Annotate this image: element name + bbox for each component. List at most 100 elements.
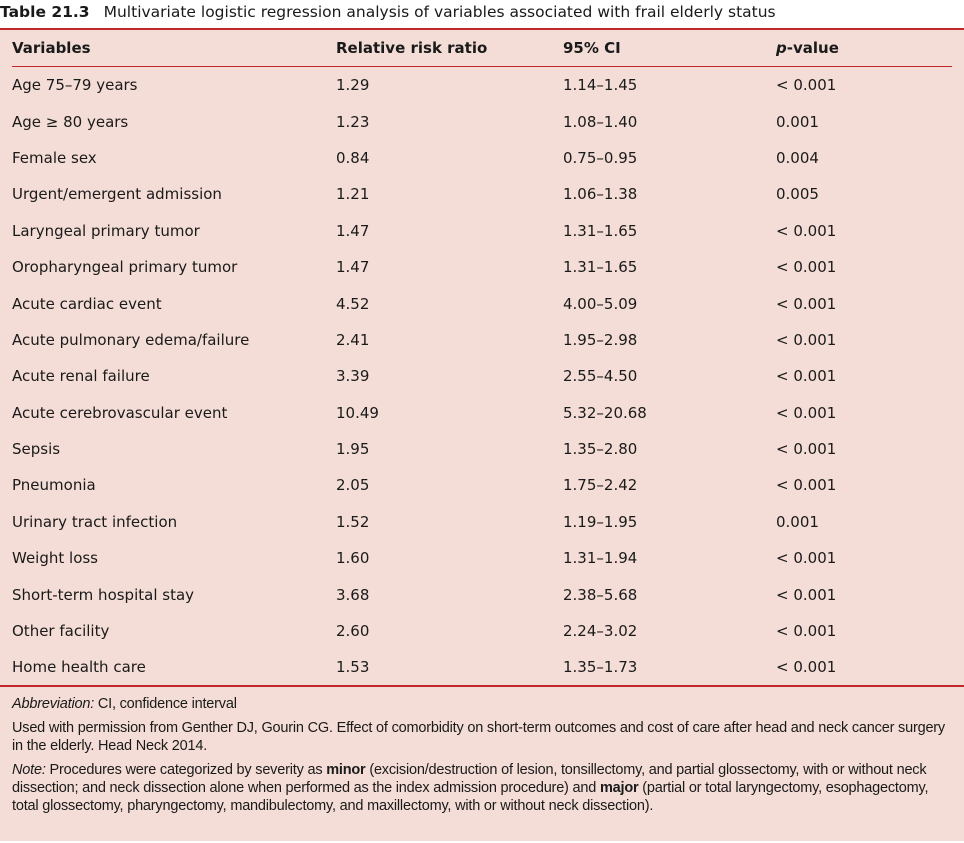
cell-ci: 1.95–2.98 (563, 330, 638, 349)
table-row: Acute renal failure 3.39 2.55–4.50 < 0.001 (12, 358, 952, 394)
table-row: Weight loss 1.60 1.31–1.94 < 0.001 (12, 540, 952, 576)
cell-p-value: < 0.001 (776, 622, 837, 641)
cell-variable: Acute cerebrovascular event (12, 403, 228, 422)
header-p-suffix: -value (786, 39, 839, 57)
note-text-2: (excision/destruction of lesion, tonsill… (12, 761, 927, 796)
cell-ci: 1.35–1.73 (563, 658, 638, 677)
cell-p-value: < 0.001 (776, 330, 837, 349)
table-caption: Table 21.3 Multivariate logistic regressi… (0, 0, 964, 28)
cell-variable: Sepsis (12, 440, 61, 459)
cell-ci: 1.31–1.65 (563, 221, 638, 240)
cell-risk-ratio: 2.60 (336, 622, 370, 641)
cell-risk-ratio: 2.41 (336, 330, 370, 349)
abbrev-label: Abbreviation: (12, 695, 95, 712)
cell-variable: Home health care (12, 658, 146, 677)
cell-ci: 1.08–1.40 (563, 112, 638, 131)
table-box: Variables Relative risk ratio 95% CI p-v… (0, 28, 964, 841)
table-row: Pneumonia 2.05 1.75–2.42 < 0.001 (12, 467, 952, 503)
procedure-note: Note: Procedures were categorized by sev… (12, 761, 952, 815)
table-row: Female sex 0.84 0.75–0.95 0.004 (12, 140, 952, 176)
table-footnotes: Abbreviation: CI, confidence interval Us… (0, 684, 964, 815)
cell-ci: 5.32–20.68 (563, 403, 647, 422)
cell-risk-ratio: 4.52 (336, 294, 370, 313)
table-row: Oropharyngeal primary tumor 1.47 1.31–1.65… (12, 249, 952, 285)
cell-p-value: < 0.001 (776, 440, 837, 459)
cell-risk-ratio: 1.95 (336, 440, 370, 459)
cell-p-value: 0.005 (776, 185, 819, 204)
table-row: Age 75–79 years 1.29 1.14–1.45 < 0.001 (12, 67, 952, 104)
cell-ci: 1.19–1.95 (563, 512, 638, 531)
cell-p-value: 0.001 (776, 112, 819, 131)
cell-variable: Laryngeal primary tumor (12, 221, 200, 240)
cell-ci: 4.00–5.09 (563, 294, 638, 313)
cell-risk-ratio: 1.47 (336, 258, 370, 277)
cell-p-value: < 0.001 (776, 258, 837, 277)
table-row: Sepsis 1.95 1.35–2.80 < 0.001 (12, 431, 952, 467)
cell-ci: 1.35–2.80 (563, 440, 638, 459)
cell-p-value: < 0.001 (776, 221, 837, 240)
cell-variable: Oropharyngeal primary tumor (12, 258, 238, 277)
table-row: Age ≥ 80 years 1.23 1.08–1.40 0.001 (12, 103, 952, 139)
cell-ci: 0.75–0.95 (563, 148, 638, 167)
cell-variable: Other facility (12, 622, 110, 641)
cell-variable: Urinary tract infection (12, 512, 178, 531)
cell-ci: 1.14–1.45 (563, 76, 638, 95)
table-row: Laryngeal primary tumor 1.47 1.31–1.65 < 0.… (12, 213, 952, 249)
cell-risk-ratio: 10.49 (336, 403, 379, 422)
cell-ci: 1.31–1.94 (563, 549, 638, 568)
cell-ci: 1.75–2.42 (563, 476, 638, 495)
table-row: Home health care 1.53 1.35–1.73 < 0.001 (12, 649, 952, 685)
cell-variable: Age 75–79 years (12, 76, 138, 95)
regression-table: Variables Relative risk ratio 95% CI p-v… (12, 30, 952, 686)
cell-ci: 2.55–4.50 (563, 367, 638, 386)
cell-risk-ratio: 0.84 (336, 148, 370, 167)
cell-variable: Acute renal failure (12, 367, 150, 386)
cell-p-value: < 0.001 (776, 585, 837, 604)
cell-risk-ratio: 1.60 (336, 549, 370, 568)
cell-p-value: < 0.001 (776, 476, 837, 495)
cell-variable: Urgent/emergent admission (12, 185, 222, 204)
note-major: major (599, 779, 639, 796)
table-number: Table 21.3 (0, 3, 90, 21)
header-risk-ratio: Relative risk ratio (336, 30, 563, 67)
header-row: Variables Relative risk ratio 95% CI p-v… (12, 30, 952, 67)
abbreviation-note: Abbreviation: CI, confidence interval (12, 695, 952, 713)
cell-risk-ratio: 1.23 (336, 112, 370, 131)
cell-p-value: < 0.001 (776, 367, 837, 386)
cell-variable: Acute cardiac event (12, 294, 162, 313)
source-note: Used with permission from Genther DJ, Go… (12, 719, 945, 754)
note-label: Note: (12, 761, 46, 778)
cell-ci: 1.31–1.65 (563, 258, 638, 277)
cell-p-value: < 0.001 (776, 76, 837, 95)
cell-ci: 2.24–3.02 (563, 622, 638, 641)
cell-risk-ratio: 1.21 (336, 185, 370, 204)
table-row: Acute cardiac event 4.52 4.00–5.09 < 0.001 (12, 285, 952, 321)
cell-p-value: < 0.001 (776, 403, 837, 422)
cell-p-value: 0.004 (776, 148, 819, 167)
cell-ci: 1.06–1.38 (563, 185, 638, 204)
table-row: Urgent/emergent admission 1.21 1.06–1.38 0.… (12, 176, 952, 212)
cell-p-value: < 0.001 (776, 658, 837, 677)
header-p-value: p-value (776, 30, 952, 67)
cell-p-value: < 0.001 (776, 549, 837, 568)
table-row: Acute pulmonary edema/failure 2.41 1.95–2.… (12, 322, 952, 358)
cell-variable: Age ≥ 80 years (12, 112, 129, 131)
header-p-italic: p (776, 39, 787, 57)
cell-p-value: < 0.001 (776, 294, 837, 313)
header-variables: Variables (12, 30, 336, 67)
table-row: Acute cerebrovascular event 10.49 5.32–20.… (12, 395, 952, 431)
cell-risk-ratio: 1.52 (336, 512, 370, 531)
table-row: Urinary tract infection 1.52 1.19–1.95 0.00… (12, 504, 952, 540)
cell-variable: Short-term hospital stay (12, 585, 195, 604)
cell-risk-ratio: 1.47 (336, 221, 370, 240)
table-row: Short-term hospital stay 3.68 2.38–5.68 < 0… (12, 576, 952, 612)
header-ci: 95% CI (563, 30, 776, 67)
cell-variable: Acute pulmonary edema/failure (12, 330, 250, 349)
note-text-3: (partial or total laryngectomy, esophage… (12, 779, 929, 814)
table-row: Other facility 2.60 2.24–3.02 < 0.001 (12, 613, 952, 649)
cell-variable: Weight loss (12, 549, 99, 568)
cell-ci: 2.38–5.68 (563, 585, 638, 604)
note-text-1: Procedures were categorized by severity … (45, 761, 327, 778)
note-minor: minor (326, 761, 366, 778)
cell-risk-ratio: 3.68 (336, 585, 370, 604)
